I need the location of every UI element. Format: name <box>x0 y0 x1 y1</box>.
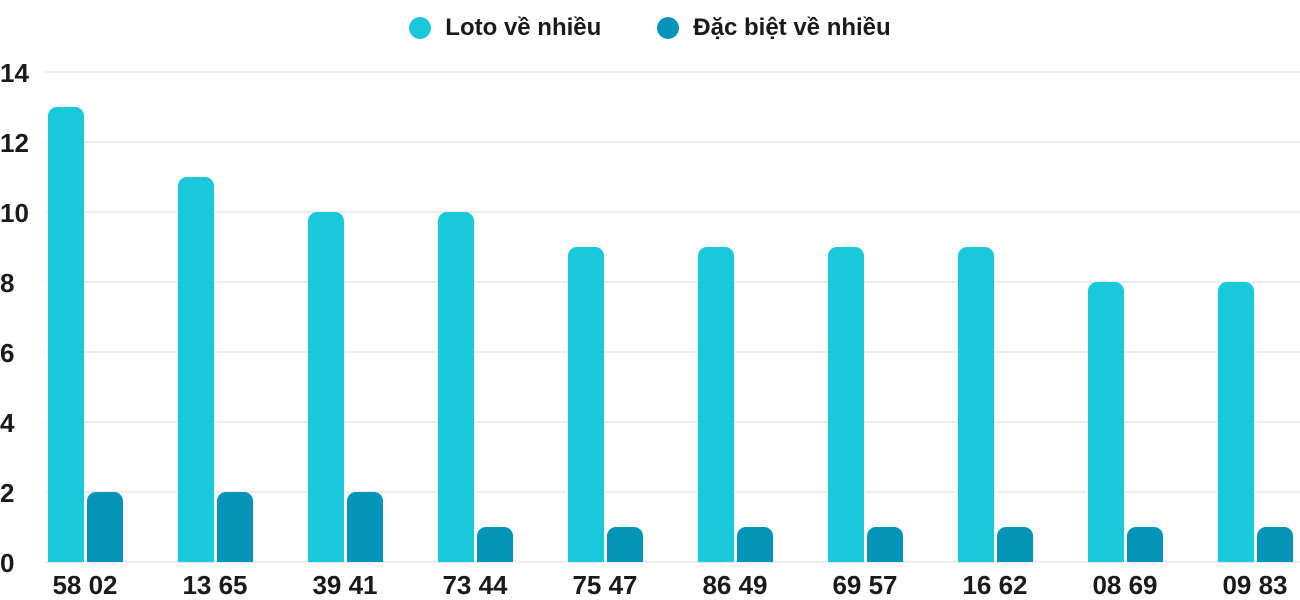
legend-dot-icon <box>409 17 432 39</box>
legend-label: Đặc biệt về nhiều <box>693 14 891 41</box>
gridline <box>45 211 1300 213</box>
x-axis-tick-label: 09 83 <box>1222 570 1288 600</box>
bar-loto <box>697 247 734 562</box>
bar-dacbiet <box>866 527 903 562</box>
x-axis-tick-label: 86 49 <box>702 570 768 600</box>
x-axis-tick-label: 39 41 <box>312 570 378 600</box>
legend-item-loto[interactable]: Loto về nhiều <box>409 16 601 40</box>
bar-loto <box>1217 282 1254 562</box>
gridline <box>45 421 1300 423</box>
bar-dacbiet <box>1256 527 1293 562</box>
bar-loto <box>827 247 864 562</box>
bar-dacbiet <box>86 492 123 562</box>
gridline <box>45 491 1300 493</box>
gridline <box>45 141 1300 143</box>
bar-loto <box>437 212 474 562</box>
y-axis-tick-label: 2 <box>0 478 15 508</box>
bar-loto <box>957 247 994 562</box>
y-axis-tick-label: 8 <box>0 268 15 298</box>
legend: Loto về nhiều Đặc biệt về nhiều <box>0 8 1300 48</box>
bar-dacbiet <box>476 527 513 562</box>
legend-item-dacbiet[interactable]: Đặc biệt về nhiều <box>657 14 891 41</box>
bar-loto <box>307 212 344 562</box>
bar-loto <box>177 177 214 562</box>
y-axis-tick-label: 6 <box>0 338 15 368</box>
x-axis-tick-label: 75 47 <box>572 570 638 600</box>
gridline <box>45 71 1300 73</box>
x-axis-tick-label: 13 65 <box>182 570 248 600</box>
bar-dacbiet <box>216 492 253 562</box>
y-axis-tick-label: 14 <box>0 58 29 88</box>
x-axis-tick-label: 69 57 <box>832 570 898 600</box>
y-axis-tick-label: 10 <box>0 198 29 228</box>
y-axis-tick-label: 4 <box>0 408 15 438</box>
gridline <box>45 351 1300 353</box>
y-axis-tick-label: 0 <box>0 548 15 578</box>
bar-dacbiet <box>1126 527 1163 562</box>
x-axis-tick-label: 16 62 <box>962 570 1028 600</box>
y-axis-tick-label: 12 <box>0 128 29 158</box>
bar-loto <box>47 107 84 562</box>
bar-dacbiet <box>606 527 643 562</box>
bar-loto <box>1087 282 1124 562</box>
gridline <box>45 281 1300 283</box>
x-axis-tick-label: 08 69 <box>1092 570 1158 600</box>
gridline <box>45 561 1300 563</box>
bar-dacbiet <box>996 527 1033 562</box>
bar-dacbiet <box>736 527 773 562</box>
legend-dot-icon <box>657 17 680 39</box>
bar-loto <box>567 247 604 562</box>
legend-label: Loto về nhiều <box>445 14 602 41</box>
x-axis-tick-label: 73 44 <box>442 570 508 600</box>
bar-dacbiet <box>346 492 383 562</box>
x-axis-tick-label: 58 02 <box>52 570 118 600</box>
